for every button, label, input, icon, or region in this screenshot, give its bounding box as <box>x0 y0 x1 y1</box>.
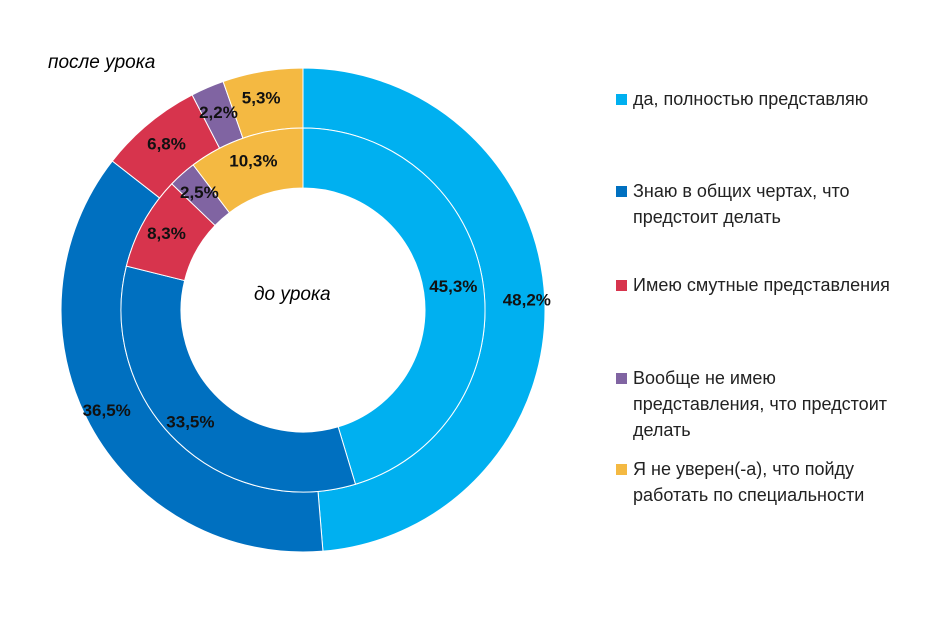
inner-ring-data-label-2: 8,3% <box>147 224 186 243</box>
legend-item-unsure: Я не уверен(-а), что пойду работать по с… <box>616 456 903 508</box>
inner-ring-data-label-3: 2,5% <box>180 183 219 202</box>
legend-label: Я не уверен(-а), что пойду работать по с… <box>633 459 865 505</box>
legend-item-none: Вообще не имею представления, что предст… <box>616 365 903 443</box>
legend-swatch <box>616 464 627 475</box>
legend-swatch <box>616 186 627 197</box>
outer-ring-label: после урока <box>48 52 156 73</box>
inner-ring-slice-1 <box>120 265 357 493</box>
legend-label: да, полностью представляю <box>633 89 869 109</box>
legend-label: Имею смутные представления <box>633 275 890 295</box>
legend-swatch <box>616 373 627 384</box>
inner-ring-slice-4 <box>192 127 304 214</box>
legend-label: Вообще не имею представления, что предст… <box>633 368 887 440</box>
legend-swatch <box>616 280 627 291</box>
inner-ring-label: до урока <box>254 284 331 305</box>
outer-ring-data-label-2: 6,8% <box>147 135 186 154</box>
inner-ring-data-label-0: 45,3% <box>429 277 477 296</box>
legend-item-general: Знаю в общих чертах, что предстоит делат… <box>616 178 903 230</box>
inner-ring-data-label-1: 33,5% <box>166 412 214 431</box>
outer-ring-data-label-4: 5,3% <box>242 89 281 108</box>
legend-label: Знаю в общих чертах, что предстоит делат… <box>633 181 850 227</box>
legend-item-fully: да, полностью представляю <box>616 86 903 112</box>
outer-ring-data-label-3: 2,2% <box>199 103 238 122</box>
outer-ring-data-label-1: 36,5% <box>83 401 131 420</box>
legend-swatch <box>616 94 627 105</box>
outer-ring-data-label-0: 48,2% <box>503 291 551 310</box>
inner-ring-data-label-4: 10,3% <box>229 152 277 171</box>
legend-item-vague: Имею смутные представления <box>616 272 903 298</box>
inner-ring-slice-0 <box>302 127 486 485</box>
